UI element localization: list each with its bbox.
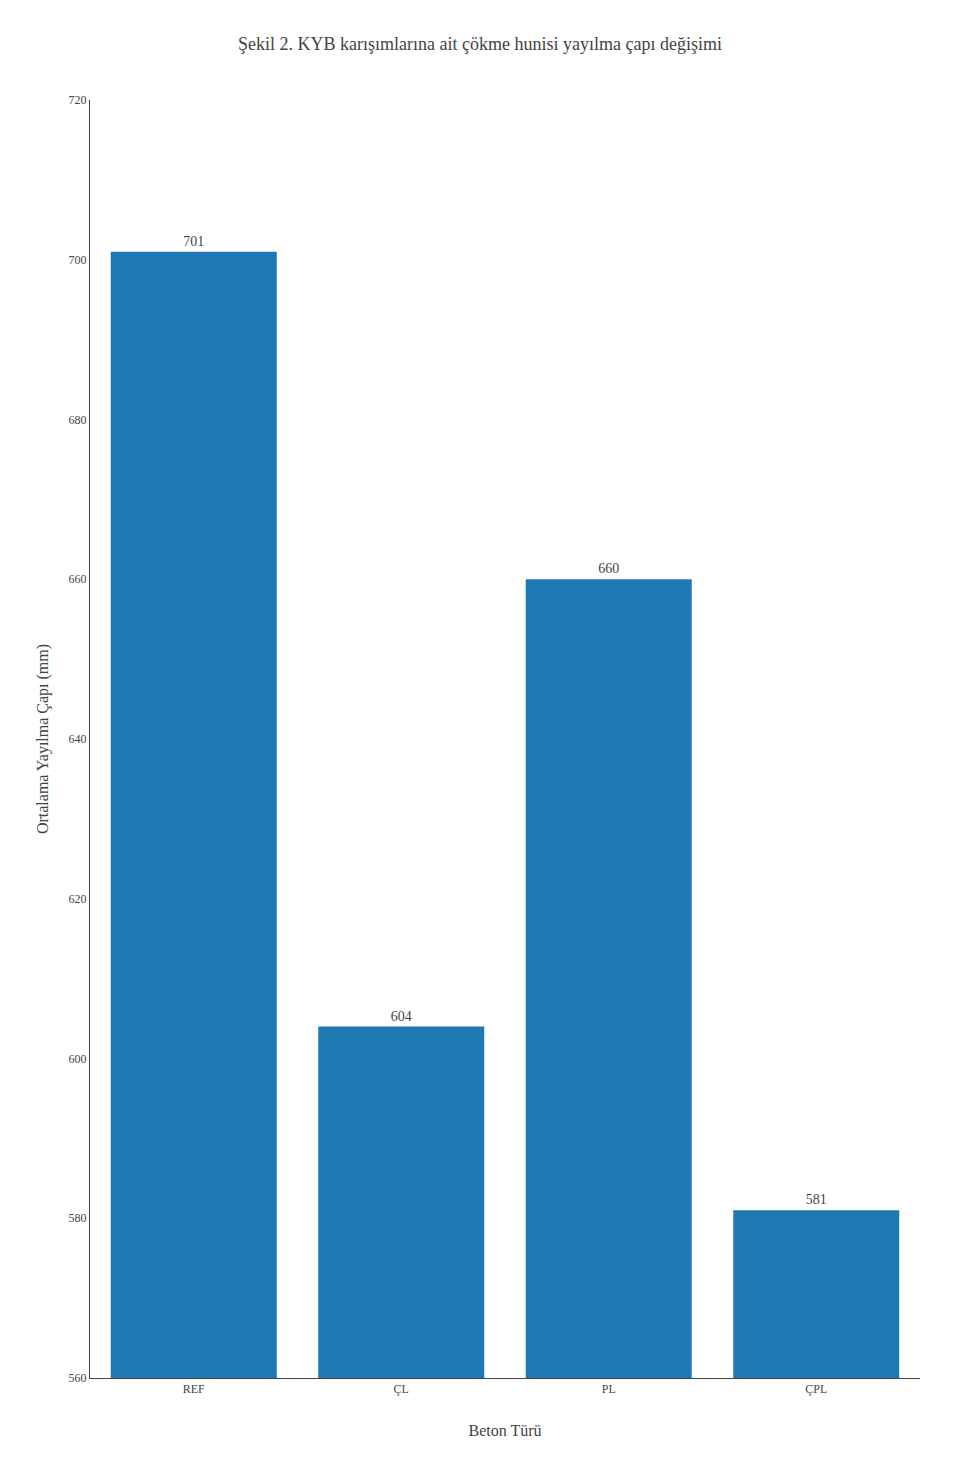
svg-text:660: 660 [69,572,87,586]
svg-text:604: 604 [391,1009,412,1024]
svg-text:REF: REF [183,1382,205,1396]
svg-text:580: 580 [69,1211,87,1225]
svg-text:700: 700 [69,253,87,267]
svg-text:Şekil 2. KYB karışımlarına ait: Şekil 2. KYB karışımlarına ait çökme hun… [238,34,722,54]
svg-text:560: 560 [69,1371,87,1385]
svg-text:680: 680 [69,413,87,427]
svg-text:620: 620 [69,892,87,906]
svg-text:720: 720 [69,93,87,107]
svg-text:640: 640 [69,732,87,746]
svg-text:Beton Türü: Beton Türü [468,1422,541,1439]
svg-text:701: 701 [183,234,204,249]
svg-text:ÇL: ÇL [394,1382,409,1396]
svg-text:600: 600 [69,1052,87,1066]
svg-text:660: 660 [598,561,619,576]
svg-text:Ortalama Yayılma Çapı (mm): Ortalama Yayılma Çapı (mm) [34,644,52,834]
svg-text:581: 581 [806,1192,827,1207]
svg-text:ÇPL: ÇPL [805,1382,827,1396]
svg-text:PL: PL [602,1382,616,1396]
